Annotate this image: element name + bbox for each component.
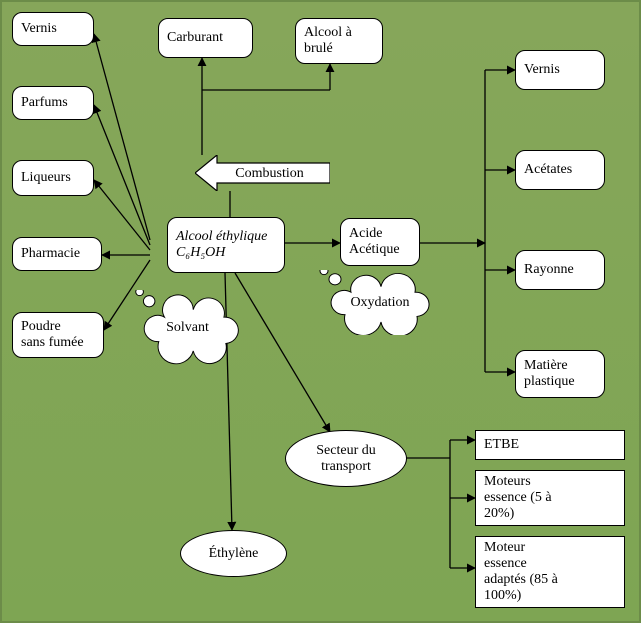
- box-acetates: Acétates: [515, 150, 605, 190]
- box-rayonne: Rayonne: [515, 250, 605, 290]
- diagram-stage: Combustion Alcool éthylique C₆H₅OH Solva…: [0, 0, 641, 623]
- m85-l4: 100%): [484, 588, 558, 604]
- m85-l1: Moteur: [484, 540, 558, 556]
- solvant-label: Solvant: [166, 320, 209, 336]
- matiere-l2: plastique: [524, 374, 575, 390]
- box-alcool-brule: Alcool à brulé: [295, 18, 383, 64]
- oxydation-label: Oxydation: [350, 295, 409, 311]
- box-vernis-left: Vernis: [12, 12, 94, 46]
- ethylene-label: Éthylène: [209, 546, 259, 562]
- cloud-solvant: Solvant: [130, 290, 245, 365]
- m85-l2: essence: [484, 556, 558, 572]
- parfums-label: Parfums: [21, 95, 68, 111]
- center-line2: C₆H₅OH: [176, 245, 267, 261]
- box-moteurs-85-100: Moteur essence adaptés (85 à 100%): [475, 536, 625, 608]
- box-carburant: Carburant: [158, 18, 253, 58]
- acetates-label: Acétates: [524, 162, 572, 178]
- box-moteurs-5-20: Moteurs essence (5 à 20%): [475, 470, 625, 526]
- box-pharmacie: Pharmacie: [12, 237, 102, 271]
- center-ethyl-alcohol: Alcool éthylique C₆H₅OH: [167, 217, 285, 273]
- combustion-arrow: Combustion: [195, 155, 330, 191]
- m85-l3: adaptés (85 à: [484, 572, 558, 588]
- m520-l3: 20%): [484, 506, 552, 522]
- m520-l2: essence (5 à: [484, 490, 552, 506]
- transport-l1: Secteur du: [316, 443, 375, 459]
- box-liqueurs: Liqueurs: [12, 160, 94, 196]
- cloud-oxydation: Oxydation: [315, 270, 445, 335]
- vernis-left-label: Vernis: [21, 21, 57, 37]
- vernis-right-label: Vernis: [524, 62, 560, 78]
- alcool-l2: brulé: [304, 41, 352, 57]
- etbe-label: ETBE: [484, 437, 519, 453]
- acide-l2: Acétique: [349, 242, 400, 258]
- box-acide-acetique: Acide Acétique: [340, 218, 420, 266]
- combustion-label: Combustion: [235, 166, 303, 181]
- matiere-l1: Matière: [524, 358, 575, 374]
- carburant-label: Carburant: [167, 30, 223, 46]
- rayonne-label: Rayonne: [524, 262, 574, 278]
- box-etbe: ETBE: [475, 430, 625, 460]
- liqueurs-label: Liqueurs: [21, 170, 71, 186]
- ellipse-transport: Secteur du transport: [285, 430, 407, 487]
- acide-l1: Acide: [349, 226, 400, 242]
- box-poudre: Poudre sans fumée: [12, 312, 104, 358]
- box-matiere: Matière plastique: [515, 350, 605, 398]
- center-line1: Alcool éthylique: [176, 229, 267, 245]
- poudre-l2: sans fumée: [21, 335, 84, 351]
- box-vernis-right: Vernis: [515, 50, 605, 90]
- transport-l2: transport: [316, 459, 375, 475]
- ellipse-ethylene: Éthylène: [180, 530, 287, 577]
- alcool-l1: Alcool à: [304, 25, 352, 41]
- box-parfums: Parfums: [12, 86, 94, 120]
- poudre-l1: Poudre: [21, 319, 84, 335]
- m520-l1: Moteurs: [484, 474, 552, 490]
- pharmacie-label: Pharmacie: [21, 246, 80, 262]
